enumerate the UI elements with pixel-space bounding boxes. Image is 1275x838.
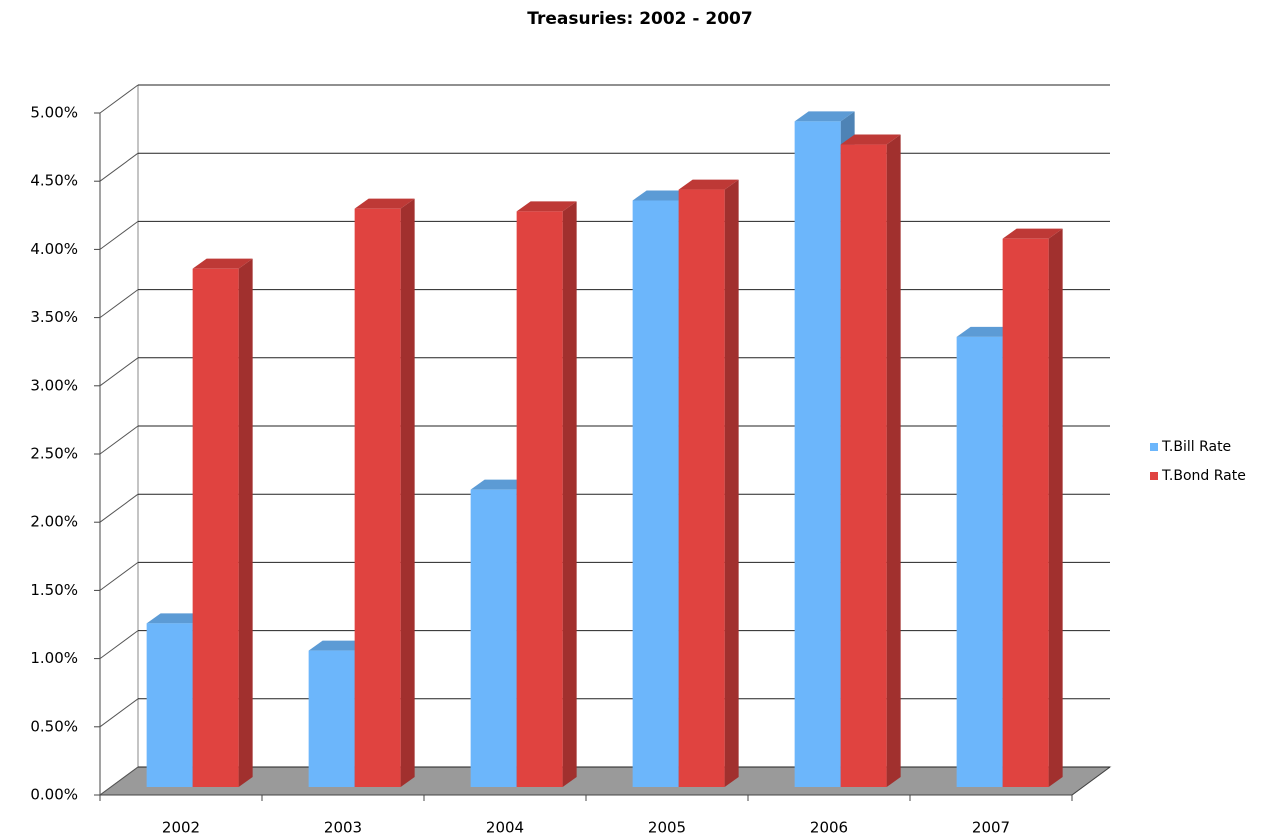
- y-tick-label: 2.50%: [30, 445, 78, 463]
- bar: [1002, 228, 1063, 787]
- bar-top: [794, 111, 855, 122]
- grid-line-side: [99, 84, 139, 114]
- bar-face: [956, 336, 1003, 787]
- x-tick-label: 2002: [162, 819, 200, 837]
- bar-top: [840, 134, 901, 145]
- y-tick-label: 0.50%: [30, 717, 78, 735]
- bar-face: [516, 211, 563, 788]
- bar-top: [192, 258, 253, 269]
- grid-line-side: [99, 289, 139, 319]
- legend-swatch: [1150, 472, 1158, 480]
- bar-top: [516, 201, 577, 212]
- bar-side: [562, 201, 577, 788]
- bar-side: [238, 258, 253, 787]
- grid-line-side: [99, 357, 139, 387]
- bar-top: [146, 613, 207, 624]
- bar-top: [354, 198, 415, 209]
- grid-line-side: [99, 493, 139, 523]
- grid-line-side: [99, 152, 139, 182]
- bar: [192, 258, 253, 787]
- grid-line-side: [99, 425, 139, 455]
- bar-top: [956, 326, 1017, 337]
- legend-label: T.Bill Rate: [1161, 439, 1231, 455]
- legend-label: T.Bond Rate: [1161, 468, 1246, 484]
- grid-line-side: [99, 220, 139, 250]
- bar-face: [354, 208, 401, 787]
- y-tick-label: 4.00%: [30, 240, 78, 258]
- bar: [840, 134, 901, 787]
- bar-side: [1048, 228, 1063, 787]
- y-tick-label: 1.50%: [30, 581, 78, 599]
- bar-face: [146, 623, 193, 787]
- bar-face: [1002, 238, 1049, 787]
- grid-line-side: [99, 561, 139, 591]
- x-tick-label: 2003: [324, 819, 362, 837]
- bar-face: [632, 200, 679, 788]
- grid-line-side: [99, 766, 139, 796]
- bar-face: [794, 121, 841, 788]
- legend-swatch: [1150, 443, 1158, 451]
- y-tick-label: 3.50%: [30, 308, 78, 326]
- bar-top: [470, 479, 531, 490]
- bar-face: [840, 144, 887, 787]
- y-tick-label: 2.00%: [30, 513, 78, 531]
- grid-line-side: [99, 698, 139, 728]
- x-tick-label: 2006: [810, 819, 848, 837]
- bar: [354, 198, 415, 787]
- x-tick-label: 2007: [972, 819, 1010, 837]
- bar-face: [470, 489, 517, 787]
- bar: [516, 201, 577, 788]
- bar: [678, 179, 739, 787]
- bar-top: [632, 190, 693, 201]
- bar-top: [1002, 228, 1063, 239]
- bar-side: [400, 198, 415, 787]
- bar-side: [724, 179, 739, 787]
- y-tick-label: 3.00%: [30, 376, 78, 394]
- bar-top: [308, 640, 369, 651]
- bar-face: [192, 268, 239, 787]
- bar-face: [308, 650, 355, 787]
- bar-side: [886, 134, 901, 787]
- x-tick-label: 2004: [486, 819, 524, 837]
- y-tick-label: 1.00%: [30, 649, 78, 667]
- bar-face: [678, 189, 725, 787]
- wall-edge: [1071, 766, 1111, 796]
- y-tick-label: 0.00%: [30, 786, 78, 804]
- bar-top: [678, 179, 739, 190]
- y-tick-label: 5.00%: [30, 104, 78, 122]
- x-tick-label: 2005: [648, 819, 686, 837]
- y-tick-label: 4.50%: [30, 172, 78, 190]
- chart-title: Treasuries: 2002 - 2007: [527, 9, 752, 29]
- grid-line-side: [99, 630, 139, 660]
